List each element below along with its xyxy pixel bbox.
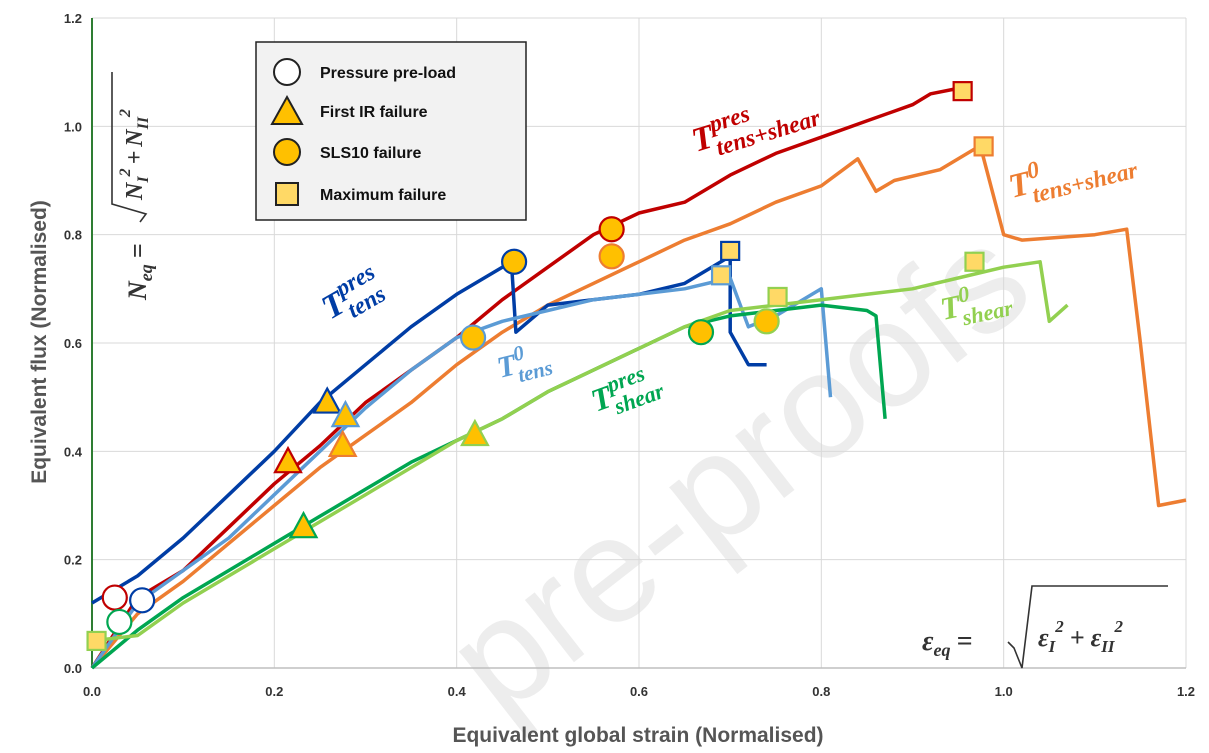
legend-item-maximum-failure: Maximum failure — [275, 182, 446, 206]
marker-sls10-failure — [598, 216, 625, 243]
marker-first-ir-failure — [288, 510, 319, 539]
marker-sls10-failure — [753, 308, 780, 335]
formula-eeq-t1: I — [1048, 637, 1057, 656]
y-axis-label: Equivalent flux (Normalised) — [28, 200, 51, 484]
legend-label: Pressure pre-load — [320, 65, 456, 82]
marker-first-ir-failure — [330, 399, 361, 428]
svg-text:Ttens+shear: Ttens+shear — [688, 87, 825, 168]
legend-box — [255, 41, 527, 221]
y-tick-label: 0.6 — [64, 336, 82, 351]
marker-maximum-failure — [710, 265, 732, 286]
marker-first-ir-failure — [460, 418, 490, 447]
marker-maximum-failure — [86, 630, 107, 652]
legend-marker-square — [275, 182, 299, 206]
marker-maximum-failure — [964, 251, 985, 272]
formula-eeq-t5: II — [1100, 637, 1116, 656]
y-tick-label: 1.0 — [64, 119, 82, 134]
marker-sls10-failure — [459, 324, 487, 351]
marker-pressure-preload — [106, 608, 133, 636]
formula-eeq-sub: eq — [933, 640, 950, 660]
marker-pressure-preload — [101, 584, 128, 611]
x-tick-label: 0.6 — [630, 684, 648, 699]
series-label-sup: 0 — [955, 281, 971, 308]
legend-marker-circle — [273, 138, 301, 166]
svg-text:εeq=: εeq = — [922, 626, 972, 660]
formula-neq-sub: eq — [136, 264, 156, 281]
y-tick-label: 0.4 — [64, 444, 83, 459]
x-axis-label: Equivalent global strain (Normalised) — [452, 724, 823, 747]
marker-maximum-failure — [973, 136, 994, 157]
formula-eeq-t3: + — [1070, 623, 1085, 652]
legend: Pressure pre-load First IR failure SLS10… — [255, 41, 527, 221]
legend-item-first-ir-failure: First IR failure — [270, 94, 428, 125]
legend-marker-circle-open — [273, 58, 301, 86]
formula-neq: Neq= NI2+NII2 — [111, 72, 156, 301]
y-tick-label: 0.0 — [64, 661, 82, 676]
formula-eeq: εeq = εI2 + εII2 — [922, 585, 1168, 669]
legend-marker-triangle — [270, 94, 304, 125]
y-tick-label: 1.2 — [64, 11, 82, 26]
marker-sls10-failure — [598, 243, 625, 270]
x-tick-label: 1.0 — [995, 684, 1013, 699]
plot-area — [90, 86, 1187, 670]
formula-eeq-t2: 2 — [1054, 617, 1064, 636]
series-line-1 — [90, 146, 1187, 670]
formula-neq-t0: N — [122, 181, 148, 201]
x-tick-label: 1.2 — [1177, 684, 1195, 699]
formula-neq-t5: II — [135, 116, 152, 130]
marker-first-ir-failure — [312, 386, 343, 414]
formula-neq-main: N — [123, 280, 152, 301]
legend-label: Maximum failure — [320, 187, 446, 204]
y-tick-label: 0.8 — [64, 228, 82, 243]
marker-first-ir-failure — [273, 445, 303, 474]
marker-maximum-failure — [952, 81, 973, 102]
series-line-5 — [91, 260, 1069, 643]
marker-pressure-preload — [129, 587, 156, 614]
legend-label: SLS10 failure — [320, 145, 421, 162]
formula-neq-t2: 2 — [117, 168, 134, 177]
formula-neq-t3: + — [122, 151, 148, 165]
legend-item-sls10-failure: SLS10 failure — [273, 138, 421, 166]
marker-maximum-failure — [767, 286, 788, 308]
formula-eeq-main: ε — [922, 626, 934, 657]
svg-text:0: 0 — [955, 281, 971, 308]
marker-maximum-failure — [720, 240, 741, 262]
formula-eeq-t0: ε — [1038, 623, 1049, 652]
formula-eeq-t6: 2 — [1114, 617, 1124, 636]
x-tick-label: 0.0 — [83, 684, 101, 699]
svg-text:NI2+NII2: NI2+NII2 — [117, 109, 152, 201]
series-label-sub: tens+shear — [1030, 157, 1141, 208]
markers — [86, 81, 994, 652]
y-tick-label: 0.2 — [64, 553, 82, 568]
formula-eeq-t4: ε — [1091, 623, 1102, 652]
x-tick-label: 0.2 — [265, 684, 283, 699]
svg-text:Ttens+shear: Ttens+shear — [1005, 139, 1141, 214]
marker-sls10-failure — [687, 319, 715, 346]
legend-item-pressure-preload: Pressure pre-load — [273, 58, 456, 86]
formula-neq-t4: N — [122, 128, 148, 148]
svg-text:Neq=: Neq= — [123, 243, 156, 301]
svg-text:Ttens: Ttens — [494, 340, 555, 392]
series-line-3 — [90, 276, 833, 670]
x-tick-label: 0.8 — [812, 684, 830, 699]
series-line-0 — [90, 86, 968, 669]
x-tick-label: 0.4 — [448, 684, 467, 699]
legend-label: First IR failure — [320, 104, 428, 121]
marker-first-ir-failure — [327, 429, 358, 458]
axes: 0.0 0.2 0.4 0.6 0.8 1.0 1.2 0.0 0.2 0.4 0.6 0.8 1.0 1… — [64, 11, 1195, 699]
svg-text:Tshear: Tshear — [586, 361, 667, 426]
formula-neq-t6: 2 — [117, 109, 134, 118]
marker-sls10-failure — [501, 248, 528, 275]
svg-text:εI2+εII2: εI2 + εII2 — [1038, 617, 1124, 656]
formula-neq-t1: I — [135, 176, 152, 184]
